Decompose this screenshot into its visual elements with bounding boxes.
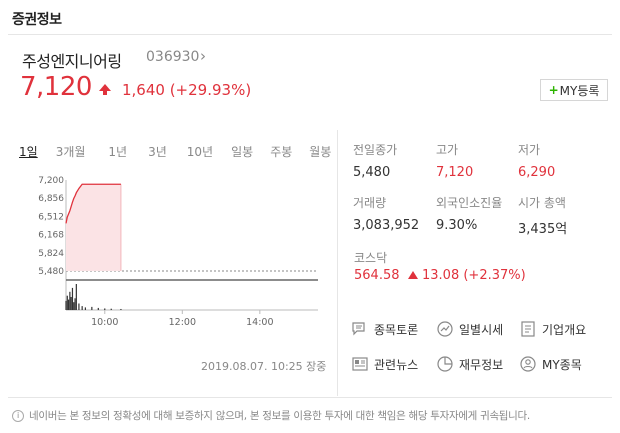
plus-icon: + bbox=[548, 83, 559, 97]
stat-item: 저가 6,290 bbox=[518, 141, 555, 180]
volume-bar bbox=[110, 308, 112, 310]
quick-link-label: 기업개요 bbox=[542, 322, 587, 337]
y-tick-label: 6,512 bbox=[38, 212, 64, 222]
price-chart: 7,200 6,856 6,512 6,168 5,824 5,480 10:00 12:00… bbox=[38, 176, 318, 328]
volume-bar bbox=[75, 284, 77, 310]
y-tick-label: 5,480 bbox=[38, 267, 64, 277]
stat-item: 외국인소진율 9.30% bbox=[436, 194, 502, 233]
stat-label: 거래량 bbox=[353, 196, 387, 210]
period-tab-4[interactable]: 10년 bbox=[186, 145, 214, 159]
stat-item: 거래량 3,083,952 bbox=[353, 194, 419, 233]
kosdaq-up-icon bbox=[408, 271, 418, 279]
y-tick-label: 7,200 bbox=[38, 176, 64, 186]
y-tick-label: 6,168 bbox=[38, 231, 64, 241]
stat-value: 9.30% bbox=[436, 218, 478, 233]
discussion-icon bbox=[351, 320, 369, 338]
volume-bar bbox=[71, 287, 74, 310]
stock-price: 7,120 bbox=[20, 72, 92, 102]
stat-item: 시가 총액 3,435억 bbox=[518, 194, 567, 237]
quick-link-3[interactable]: 관련뉴스 bbox=[351, 355, 418, 373]
stat-item: 전일종가 5,480 bbox=[353, 141, 397, 180]
volume-bar bbox=[120, 308, 122, 310]
y-tick-label: 6,856 bbox=[38, 194, 64, 204]
stat-label: 고가 bbox=[436, 143, 459, 157]
info-icon: i bbox=[12, 409, 24, 422]
quick-link-2[interactable]: 기업개요 bbox=[519, 320, 586, 338]
period-tab-0[interactable]: 1일 bbox=[19, 145, 38, 159]
stat-value: 3,083,952 bbox=[353, 218, 420, 233]
quick-link-1[interactable]: 일별시세 bbox=[436, 320, 503, 338]
chart-timestamp: 2019.08.07. 10:25 장중 bbox=[201, 360, 327, 373]
disclaimer-text: 네이버는 본 정보의 정확성에 대해 보증하지 않으며, 본 정보를 이용한 투… bbox=[29, 410, 530, 422]
stat-value: 5,480 bbox=[353, 165, 391, 180]
vertical-divider bbox=[337, 130, 338, 396]
stat-value: 7,120 bbox=[436, 165, 474, 180]
volume-bar bbox=[78, 303, 80, 310]
daily-trend-icon bbox=[436, 320, 454, 338]
volume-bar bbox=[84, 307, 86, 310]
quick-link-label: MY종목 bbox=[542, 357, 582, 372]
quick-link-0[interactable]: 종목토론 bbox=[351, 320, 418, 338]
quick-link-label: 종목토론 bbox=[374, 322, 419, 337]
price-change: 1,640 (+29.93%) bbox=[122, 81, 252, 99]
period-tab-2[interactable]: 1년 bbox=[108, 145, 128, 159]
my-register-button[interactable]: + MY등록 bbox=[540, 79, 608, 101]
period-tabs: 1일 3개월 1년 3년 10년 일봉 주봉 월봉 bbox=[19, 143, 331, 160]
kosdaq-change: 13.08 (+2.37%) bbox=[422, 268, 526, 283]
my-stock-icon bbox=[519, 355, 537, 373]
volume-bar bbox=[69, 291, 71, 310]
volume-bar bbox=[70, 297, 72, 310]
volume-bar bbox=[65, 300, 67, 310]
up-arrow-icon bbox=[99, 84, 111, 95]
volume-bar bbox=[74, 298, 76, 310]
quick-link-label: 관련뉴스 bbox=[374, 357, 419, 372]
quick-link-label: 일별시세 bbox=[459, 322, 504, 337]
section-title: 증권정보 bbox=[12, 12, 62, 28]
stat-label: 시가 총액 bbox=[518, 196, 566, 210]
x-tick-label: 12:00 bbox=[169, 317, 196, 328]
bottom-divider bbox=[8, 397, 612, 398]
stat-label: 전일종가 bbox=[353, 143, 398, 157]
volume-bar bbox=[81, 306, 83, 310]
stock-name[interactable]: 주성엔지니어링 bbox=[22, 52, 122, 71]
quick-link-label: 재무정보 bbox=[459, 357, 504, 372]
volume-bar bbox=[104, 308, 106, 310]
volume-bar bbox=[97, 307, 99, 310]
finance-icon bbox=[436, 355, 454, 373]
my-register-label: MY등록 bbox=[559, 83, 600, 98]
price-area bbox=[66, 184, 121, 271]
price-line bbox=[65, 183, 121, 224]
stock-code[interactable]: 036930 bbox=[146, 49, 200, 65]
stat-value: 3,435억 bbox=[518, 222, 568, 237]
news-icon bbox=[351, 355, 369, 373]
period-tab-5[interactable]: 일봉 bbox=[231, 145, 254, 159]
x-tick-label: 10:00 bbox=[91, 317, 118, 328]
period-tab-6[interactable]: 주봉 bbox=[270, 145, 293, 159]
stat-value: 6,290 bbox=[518, 165, 556, 180]
kosdaq-value: 564.58 bbox=[354, 268, 400, 283]
quick-link-5[interactable]: MY종목 bbox=[519, 355, 582, 373]
stat-item: 고가 7,120 bbox=[436, 141, 473, 180]
kosdaq-label: 코스닥 bbox=[354, 251, 388, 265]
top-divider bbox=[8, 34, 612, 35]
company-doc-icon bbox=[519, 320, 537, 338]
disclaimer: i 네이버는 본 정보의 정확성에 대해 보증하지 않으며, 본 정보를 이용한… bbox=[12, 408, 530, 423]
volume-bar bbox=[67, 299, 70, 310]
volume-bar bbox=[91, 306, 93, 310]
volume-bar bbox=[66, 295, 68, 310]
quick-link-4[interactable]: 재무정보 bbox=[436, 355, 503, 373]
period-tab-3[interactable]: 3년 bbox=[148, 145, 167, 159]
period-tab-1[interactable]: 3개월 bbox=[55, 145, 86, 159]
volume-bar bbox=[73, 302, 75, 310]
stat-label: 외국인소진율 bbox=[436, 196, 503, 210]
stat-label: 저가 bbox=[518, 143, 541, 157]
x-tick-label: 14:00 bbox=[246, 317, 273, 328]
period-tab-7[interactable]: 월봉 bbox=[309, 145, 332, 159]
y-tick-label: 5,824 bbox=[38, 249, 64, 259]
chevron-right-icon[interactable]: › bbox=[200, 47, 206, 65]
